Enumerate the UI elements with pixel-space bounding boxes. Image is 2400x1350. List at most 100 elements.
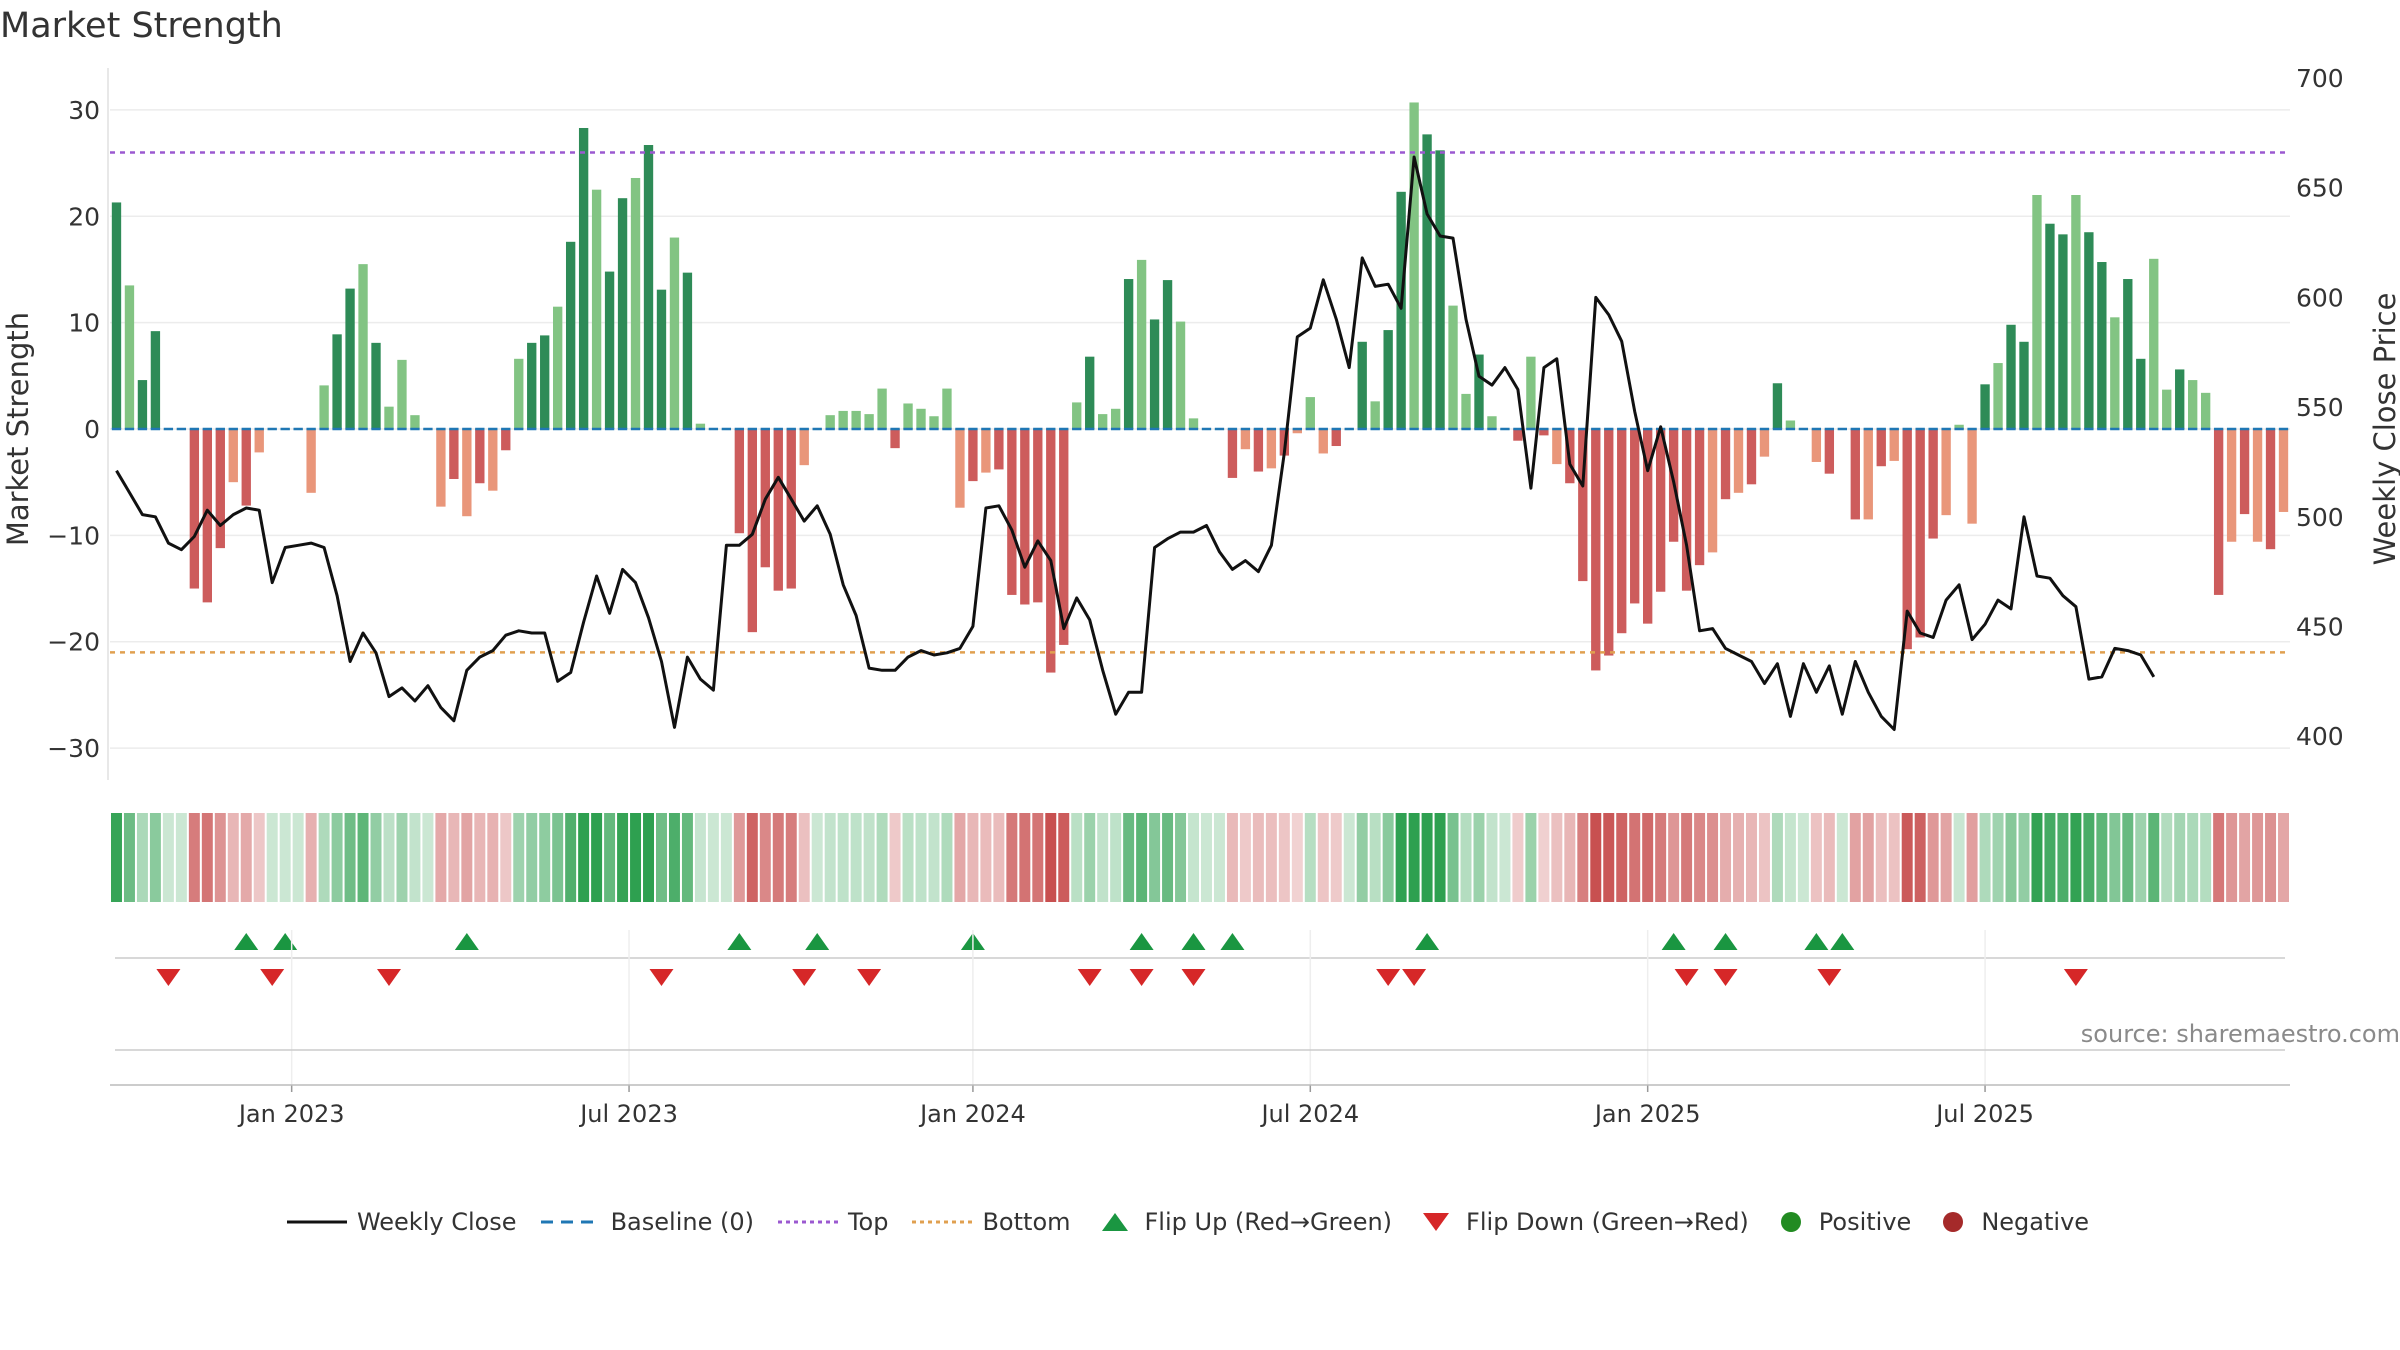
dotted-line-icon <box>912 1220 973 1224</box>
strength-bar <box>2110 317 2120 429</box>
strength-bar <box>1422 134 1432 429</box>
heat-cell <box>1979 813 1991 902</box>
strength-bar <box>124 285 135 429</box>
heat-cell <box>1421 813 1433 902</box>
heat-cell <box>1356 813 1368 902</box>
heat-cell <box>1590 813 1602 902</box>
heat-cell <box>2096 813 2108 902</box>
strength-bar <box>215 429 225 549</box>
legend-bottom: Bottom <box>912 1208 1071 1236</box>
strength-bar <box>1085 356 1095 429</box>
heat-cell <box>798 813 810 902</box>
strength-bar <box>1954 424 1964 429</box>
heat-cell <box>1382 813 1394 902</box>
heat-cell <box>1940 813 1952 902</box>
heat-cell <box>1110 813 1122 902</box>
strength-bar <box>2123 279 2133 429</box>
strength-bar <box>1824 429 1835 474</box>
y-tick-label: 0 <box>84 415 100 444</box>
strength-bar <box>1305 397 1315 429</box>
heat-cell <box>1097 813 1109 902</box>
flip-down-marker <box>1077 969 1102 986</box>
strength-bar <box>2278 429 2289 512</box>
heat-cell <box>2083 813 2095 902</box>
strength-bar <box>2265 429 2276 550</box>
heat-cell <box>1655 813 1667 902</box>
strength-bar <box>1435 150 1445 429</box>
flip-down-marker <box>792 969 817 986</box>
heat-cell <box>1966 813 1978 902</box>
strength-bar <box>656 289 667 429</box>
y2-tick-label: 400 <box>2296 722 2344 751</box>
strength-bar <box>1110 408 1121 429</box>
heat-cell <box>1226 813 1238 902</box>
legend-positive-label: Positive <box>1818 1208 1912 1236</box>
flip-down-marker <box>156 969 181 986</box>
strength-bar <box>1578 429 1588 582</box>
strength-bar <box>202 429 212 603</box>
red-dot-icon <box>1943 1212 1964 1232</box>
strength-bar <box>1902 429 1912 650</box>
heat-cell <box>1538 813 1550 902</box>
flip-up-marker <box>273 933 298 950</box>
flip-up-marker <box>454 933 479 950</box>
strength-bar <box>1188 418 1199 429</box>
strength-bar <box>397 359 407 429</box>
heat-cell <box>2187 813 2199 902</box>
strength-bar <box>578 127 589 429</box>
heat-cell <box>136 813 148 902</box>
strength-bar <box>981 429 991 473</box>
strength-bar <box>2032 195 2042 429</box>
x-tick-label: Jan 2023 <box>237 1100 345 1128</box>
strength-bar <box>1357 341 1367 429</box>
heat-cell <box>565 813 577 902</box>
heat-cell <box>1512 813 1524 902</box>
strength-bar <box>1072 402 1082 429</box>
heat-cell <box>111 813 122 902</box>
heat-cell <box>1953 813 1965 902</box>
strength-bar <box>955 429 965 508</box>
y2-tick-label: 500 <box>2296 503 2344 532</box>
legend-flip-down: Flip Down (Green→Red) <box>1416 1208 1749 1236</box>
strength-bar <box>630 177 641 429</box>
heat-cell <box>500 813 512 902</box>
strength-bar <box>1098 414 1108 429</box>
heat-cell <box>668 813 680 902</box>
dotted-line-icon <box>777 1220 838 1224</box>
heat-cell <box>617 813 629 902</box>
heat-cell <box>331 813 343 902</box>
heat-cell <box>811 813 823 902</box>
heat-cell <box>733 813 745 902</box>
strength-bar <box>851 410 861 429</box>
heat-cell <box>681 813 693 902</box>
strength-bar <box>228 429 238 483</box>
heat-cell <box>1278 813 1290 902</box>
heat-cell <box>357 813 369 902</box>
heat-cell <box>876 813 888 902</box>
heat-cell <box>1603 813 1615 902</box>
legend-flip-up-label: Flip Up (Red→Green) <box>1144 1208 1393 1236</box>
strength-bar <box>643 145 654 429</box>
heat-cell <box>2135 813 2147 902</box>
heat-cell <box>1810 813 1822 902</box>
heat-cell <box>474 813 486 902</box>
legend-negative-label: Negative <box>1981 1208 2090 1236</box>
heat-cell <box>2213 813 2225 902</box>
heat-cell <box>1369 813 1381 902</box>
strength-bar <box>1655 429 1666 592</box>
heat-cell <box>1175 813 1187 902</box>
strength-bar <box>488 429 498 491</box>
heat-cell <box>1213 813 1225 902</box>
strength-bar <box>942 388 952 429</box>
strength-bar <box>527 342 537 429</box>
heat-cell <box>1486 813 1498 902</box>
heat-cell <box>1084 813 1096 902</box>
heat-cell <box>1888 813 1900 902</box>
strength-bar <box>682 272 693 429</box>
strength-bar <box>1253 429 1264 472</box>
heat-cell <box>1265 813 1277 902</box>
flip-up-marker <box>1129 933 1154 950</box>
x-tick-label: Jan 2025 <box>1593 1100 1701 1128</box>
heat-cell <box>253 813 265 902</box>
heat-cell <box>591 813 603 902</box>
